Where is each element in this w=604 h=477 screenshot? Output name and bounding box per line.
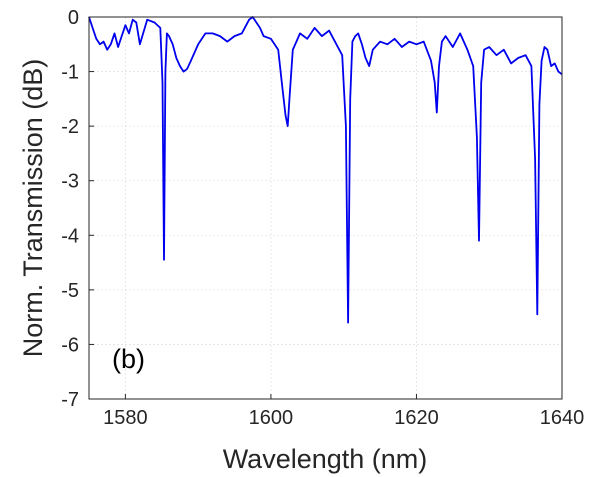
y-tick-label: -2 bbox=[61, 116, 79, 138]
x-axis-title: Wavelength (nm) bbox=[223, 444, 428, 474]
y-axis-title: Norm. Transmission (dB) bbox=[18, 59, 48, 358]
y-tick-label: -3 bbox=[61, 171, 79, 193]
x-tick-label: 1620 bbox=[394, 407, 439, 429]
x-axis: 1580 1600 1620 1640 bbox=[103, 394, 584, 429]
y-tick-label: -6 bbox=[61, 334, 79, 356]
grid bbox=[89, 16, 563, 400]
y-tick-label: -5 bbox=[61, 280, 79, 302]
y-tick-label: -1 bbox=[61, 62, 79, 84]
y-axis: 0 -1 -2 -3 -4 -5 -6 -7 bbox=[61, 7, 94, 411]
x-tick-label: 1580 bbox=[103, 407, 148, 429]
transmission-series-line bbox=[88, 16, 563, 324]
x-tick-label: 1600 bbox=[249, 407, 294, 429]
y-tick-label: 0 bbox=[68, 7, 79, 29]
series-group bbox=[88, 16, 563, 324]
y-tick-label: -7 bbox=[61, 389, 79, 411]
plot-frame bbox=[88, 16, 563, 400]
panel-label: (b) bbox=[112, 344, 145, 374]
x-tick-label: 1640 bbox=[540, 407, 585, 429]
y-tick-label: -4 bbox=[61, 225, 79, 247]
